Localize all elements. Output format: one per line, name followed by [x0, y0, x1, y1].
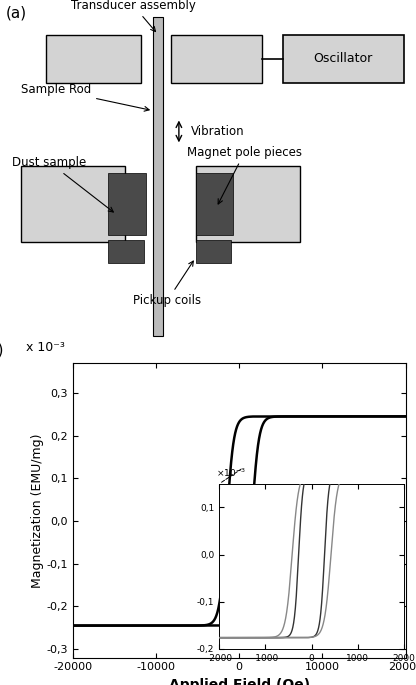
Text: Magnet pole pieces: Magnet pole pieces: [187, 146, 302, 204]
Text: (b): (b): [0, 342, 5, 357]
FancyBboxPatch shape: [283, 34, 404, 83]
Text: Vibration: Vibration: [191, 125, 245, 138]
FancyBboxPatch shape: [21, 166, 125, 242]
Bar: [153, 17, 163, 336]
Text: Pickup coils: Pickup coils: [133, 261, 201, 308]
Text: Oscillator: Oscillator: [314, 52, 373, 65]
Y-axis label: Magnetization (EMU/mg): Magnetization (EMU/mg): [30, 433, 44, 588]
Text: x 10⁻³: x 10⁻³: [26, 341, 65, 354]
FancyBboxPatch shape: [108, 173, 146, 235]
FancyBboxPatch shape: [196, 240, 231, 263]
Text: Transducer assembly: Transducer assembly: [71, 0, 196, 32]
FancyBboxPatch shape: [46, 34, 141, 83]
FancyBboxPatch shape: [196, 173, 233, 235]
Text: Sample Rod: Sample Rod: [21, 84, 149, 111]
X-axis label: Applied Field (Oe): Applied Field (Oe): [168, 678, 310, 685]
FancyBboxPatch shape: [196, 166, 300, 242]
Text: Dust sample: Dust sample: [12, 156, 113, 212]
Text: (a): (a): [6, 5, 27, 20]
FancyBboxPatch shape: [108, 240, 144, 263]
FancyBboxPatch shape: [171, 34, 262, 83]
